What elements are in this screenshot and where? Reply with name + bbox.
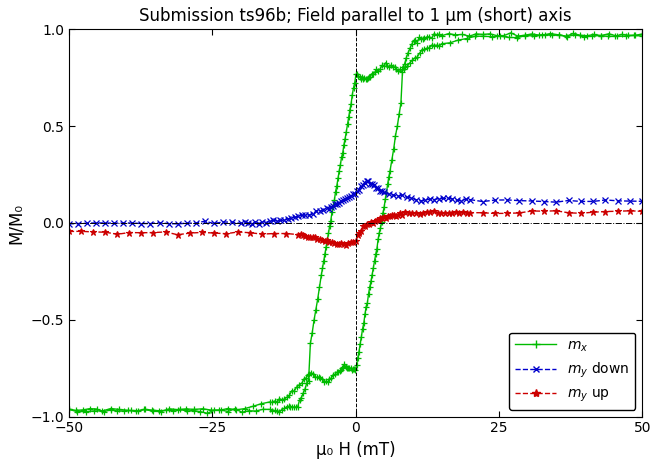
Legend: $m_x$, $m_y$ down, $m_y$ up: $m_x$, $m_y$ down, $m_y$ up bbox=[509, 333, 636, 410]
X-axis label: μ₀ H (mT): μ₀ H (mT) bbox=[316, 441, 395, 459]
Title: Submission ts96b; Field parallel to 1 μm (short) axis: Submission ts96b; Field parallel to 1 μm… bbox=[139, 7, 572, 25]
Y-axis label: M/M₀: M/M₀ bbox=[7, 202, 25, 244]
